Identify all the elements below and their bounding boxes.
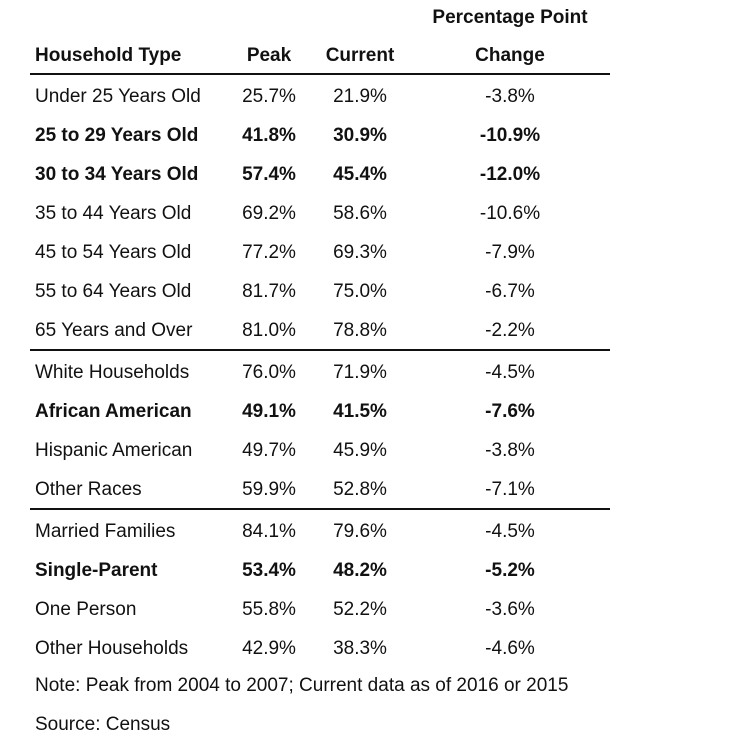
row-current-value: 52.8% [333,479,387,500]
table-row: White Households 76.0% 71.9% -4.5% [30,362,610,386]
group-divider [30,508,610,510]
header-rule [30,73,610,75]
row-current-value: 71.9% [333,362,387,383]
row-change-value: -10.6% [479,203,541,224]
row-household-type: Other Households [35,638,189,659]
header-current: Current [325,45,395,66]
row-peak-value: 69.2% [242,203,296,224]
row-household-type: 65 Years and Over [35,320,193,341]
table-row: 55 to 64 Years Old 81.7% 75.0% -6.7% [30,281,610,305]
row-change-value: -12.0% [479,164,541,185]
table-row: Other Households 42.9% 38.3% -4.6% [30,638,610,662]
row-peak-value: 76.0% [242,362,296,383]
row-change-value: -3.6% [485,599,535,620]
row-current-value: 45.4% [333,164,387,185]
table-row: Other Races 59.9% 52.8% -7.1% [30,479,610,503]
row-current-value: 52.2% [333,599,387,620]
row-peak-value: 77.2% [242,242,296,263]
row-change-value: -4.6% [485,638,535,659]
row-peak-value: 41.8% [242,125,296,146]
header-row: Household Type Peak Current Change [30,45,610,69]
row-peak-value: 25.7% [242,86,296,107]
row-household-type: African American [35,401,192,422]
row-peak-value: 57.4% [242,164,296,185]
table-row: African American 49.1% 41.5% -7.6% [30,401,610,425]
table-source: Source: Census [35,714,171,735]
table-row: Married Families 84.1% 79.6% -4.5% [30,521,610,545]
header-top-row: Percentage Point [30,7,610,31]
table-row: One Person 55.8% 52.2% -3.6% [30,599,610,623]
row-peak-value: 53.4% [242,560,296,581]
row-household-type: White Households [35,362,190,383]
row-peak-value: 81.7% [242,281,296,302]
row-household-type: Hispanic American [35,440,193,461]
row-current-value: 38.3% [333,638,387,659]
row-household-type: 25 to 29 Years Old [35,125,199,146]
row-household-type: Under 25 Years Old [35,86,201,107]
table-row: 35 to 44 Years Old 69.2% 58.6% -10.6% [30,203,610,227]
row-current-value: 75.0% [333,281,387,302]
row-change-value: -3.8% [485,86,535,107]
row-change-value: -6.7% [485,281,535,302]
row-current-value: 79.6% [333,521,387,542]
table-row: Single-Parent 53.4% 48.2% -5.2% [30,560,610,584]
row-change-value: -7.1% [485,479,535,500]
row-change-value: -5.2% [485,560,535,581]
header-percentage-point: Percentage Point [432,7,588,28]
row-household-type: 45 to 54 Years Old [35,242,192,263]
row-change-value: -7.6% [485,401,535,422]
table-note: Note: Peak from 2004 to 2007; Current da… [35,675,569,696]
table-row: 65 Years and Over 81.0% 78.8% -2.2% [30,320,610,344]
table-row: Under 25 Years Old 25.7% 21.9% -3.8% [30,86,610,110]
row-current-value: 41.5% [333,401,387,422]
row-change-value: -4.5% [485,362,535,383]
row-household-type: One Person [35,599,137,620]
row-change-value: -7.9% [485,242,535,263]
row-current-value: 30.9% [333,125,387,146]
row-household-type: 55 to 64 Years Old [35,281,192,302]
row-household-type: 35 to 44 Years Old [35,203,192,224]
row-current-value: 78.8% [333,320,387,341]
header-change: Change [475,45,545,66]
row-current-value: 45.9% [333,440,387,461]
row-change-value: -3.8% [485,440,535,461]
row-household-type: Other Races [35,479,142,500]
row-household-type: Married Families [35,521,176,542]
table-row: Hispanic American 49.7% 45.9% -3.8% [30,440,610,464]
row-change-value: -10.9% [479,125,541,146]
row-peak-value: 81.0% [242,320,296,341]
row-peak-value: 55.8% [242,599,296,620]
row-peak-value: 49.1% [242,401,296,422]
table-row: 45 to 54 Years Old 77.2% 69.3% -7.9% [30,242,610,266]
row-current-value: 69.3% [333,242,387,263]
row-change-value: -4.5% [485,521,535,542]
row-household-type: 30 to 34 Years Old [35,164,199,185]
row-peak-value: 42.9% [242,638,296,659]
table-row: 30 to 34 Years Old 57.4% 45.4% -12.0% [30,164,610,188]
table-row: 25 to 29 Years Old 41.8% 30.9% -10.9% [30,125,610,149]
row-change-value: -2.2% [485,320,535,341]
row-peak-value: 49.7% [242,440,296,461]
row-current-value: 48.2% [333,560,387,581]
header-household-type: Household Type [35,45,182,66]
header-peak: Peak [246,45,292,66]
row-peak-value: 84.1% [242,521,296,542]
row-current-value: 58.6% [333,203,387,224]
row-peak-value: 59.9% [242,479,296,500]
row-current-value: 21.9% [333,86,387,107]
group-divider [30,349,610,351]
row-household-type: Single-Parent [35,560,158,581]
